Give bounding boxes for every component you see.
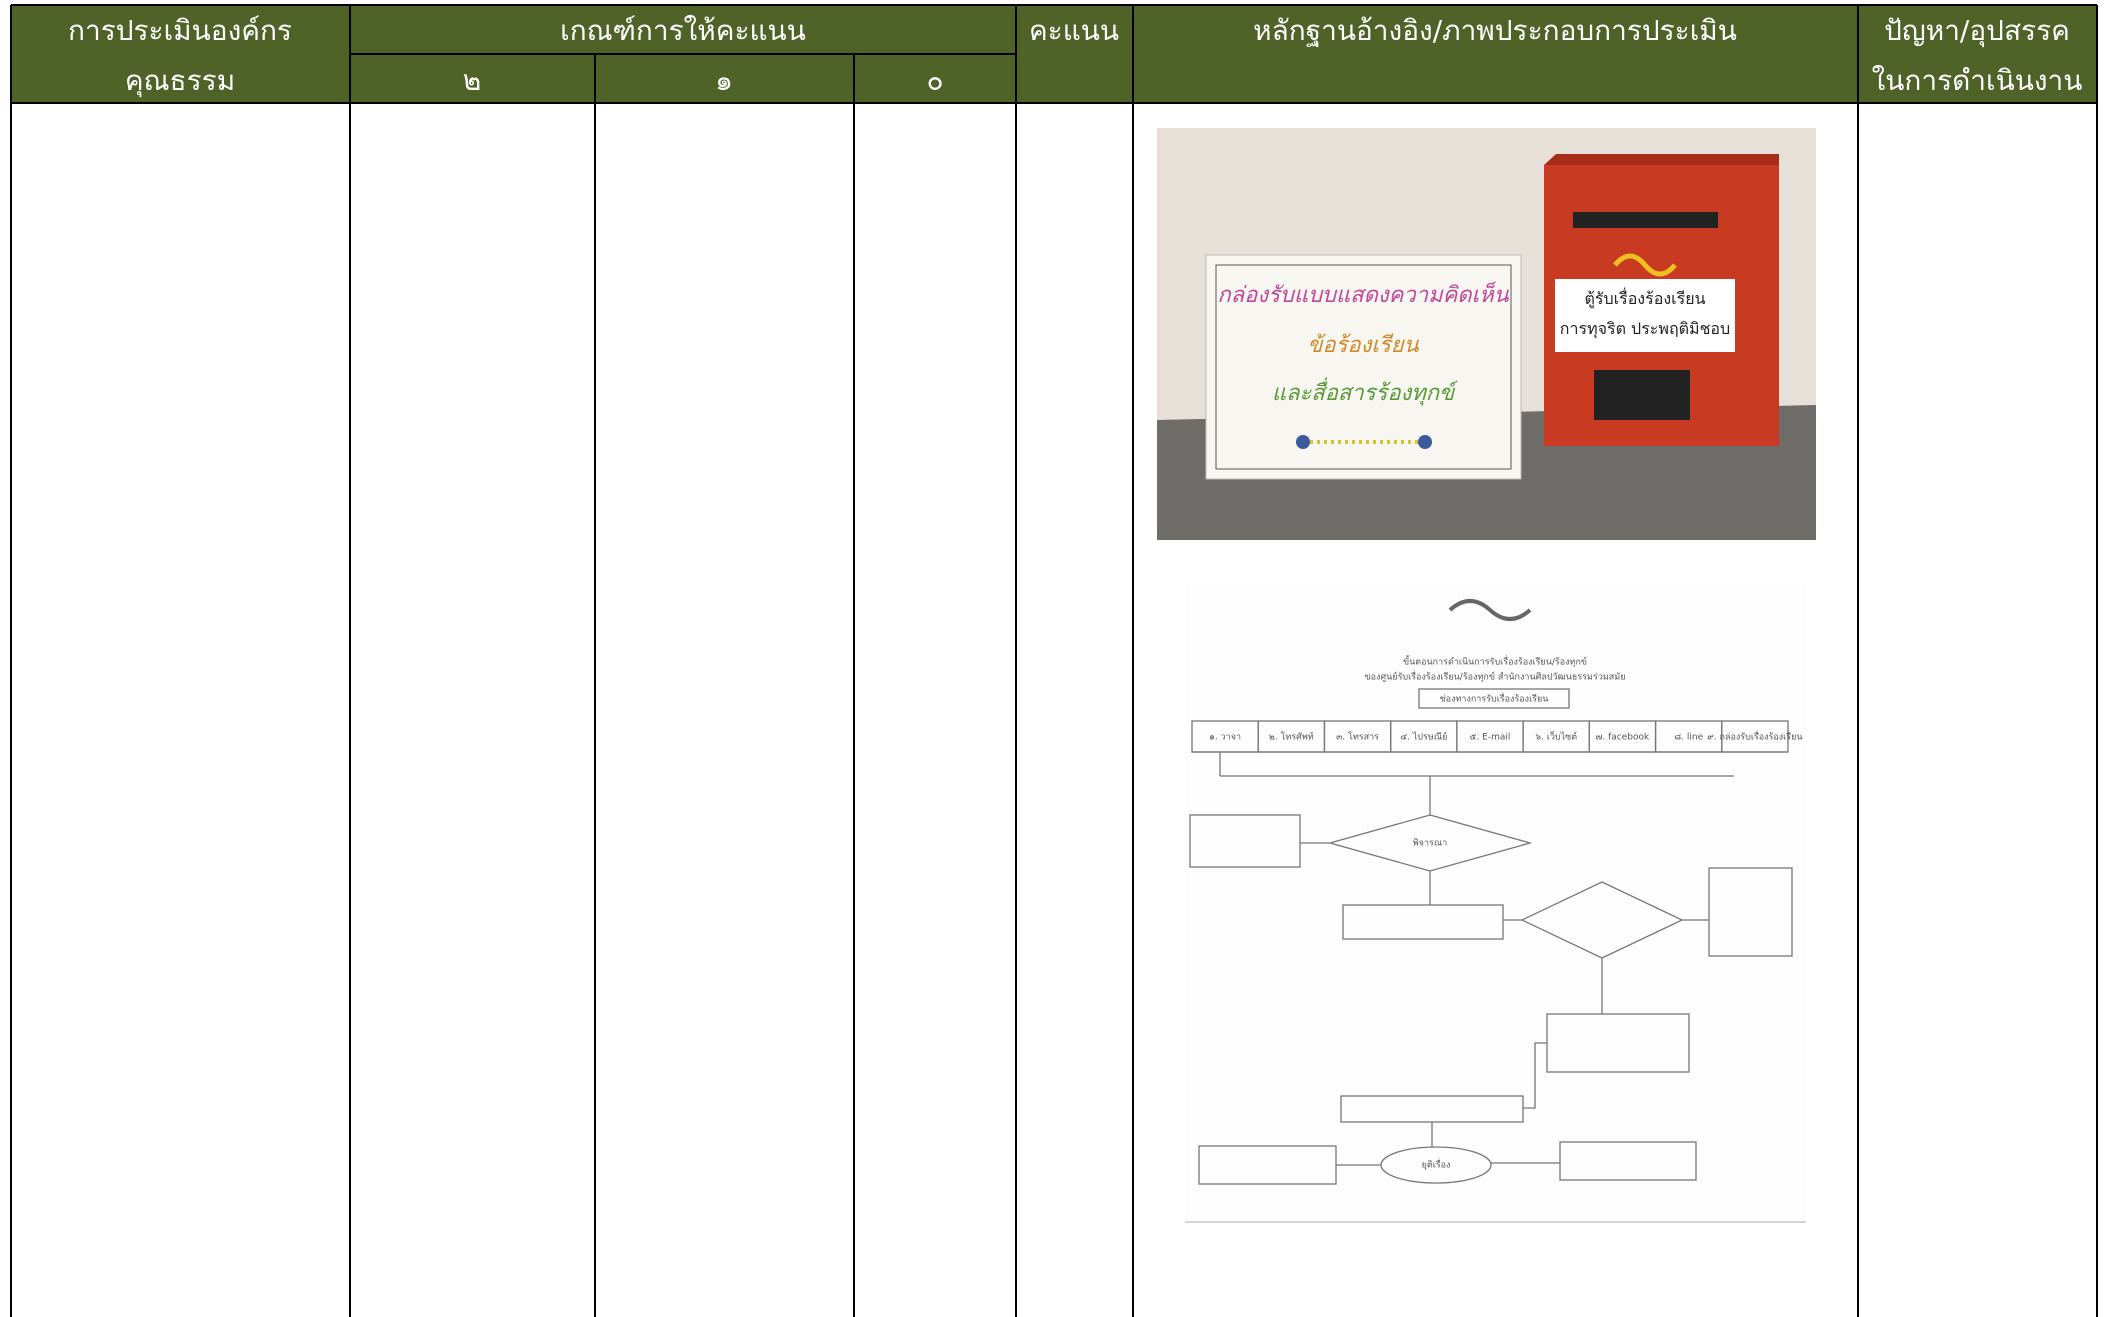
sign-text: ข้อร้องเรียน [1307,333,1419,358]
box-frame [1215,264,1512,470]
window [1594,370,1690,420]
header-cell: ในการดำเนินงาน [1872,64,2083,97]
slot [1573,212,1718,228]
sign-text: ตู้รับเรื่องร้องเรียน [1584,287,1705,309]
header-cell: ๒ [463,64,481,97]
flow-channel: ๙. กล่องรับเรื่องร้องเรียน [1707,730,1802,743]
grid [10,4,2098,1317]
header-cell: หลักฐานอ้างอิง/ภาพประกอบการประเมิน [1253,14,1737,47]
flow-box [1708,867,1793,957]
flow-text: พิจารณา [1413,838,1448,849]
flow-channel: ๓. โทรสาร [1336,732,1379,743]
sign-text: และสื่อสารร้องทุกข์ [1272,377,1459,406]
header-cell: คะแนน [1029,14,1119,47]
decor [1418,435,1432,449]
flow-text: ช่องทางการรับเรื่องร้องเรียน [1440,692,1549,705]
flow-box [1721,720,1789,753]
sign-text: การทุจริต ประพฤติมิชอบ [1560,319,1730,339]
flow-box [1559,1141,1697,1181]
sign-text: กล่องรับแบบแสดงความคิดเห็น [1217,281,1509,308]
header-cell: ๑ [715,64,733,97]
flow-channel: ๔. ไปรษณีย์ [1400,731,1447,743]
photo: กล่องรับแบบแสดงความคิดเห็น ข้อร้องเรียน … [1157,128,1816,540]
header-cell: คุณธรรม [125,64,235,98]
comment-box [1205,254,1522,480]
flow-title: ของศูนย์รับเรื่องร้องเรียน/ร้องทุกข์ สำน… [1364,670,1625,683]
mailbox-sign [1555,279,1735,352]
flow-channel: ๘. line [1674,733,1703,743]
flow-line [1523,1042,1547,1109]
logo [1613,253,1677,277]
header-cell: เกณฑ์การให้คะแนน [560,14,806,47]
flow-text: ยุติเรื่อง [1422,1158,1451,1171]
flow-channel: ๕. E-mail [1470,733,1511,743]
flow-channel: ๑. วาจา [1209,733,1241,743]
mailbox-roof [1544,154,1779,165]
flow-box [1189,814,1301,868]
header-cell: ปัญหา/อุปสรรค [1884,14,2070,48]
flowchart: ขั้นตอนการดำเนินการรับเรื่องร้องเรียน/ร้… [1185,584,1806,1224]
logo [1448,599,1532,621]
flow-title: ขั้นตอนการดำเนินการรับเรื่องร้องเรียน/ร้… [1403,655,1587,668]
header-cell: การประเมินองค์กร [68,14,292,47]
decor [1296,435,1310,449]
flow-channel: ๗. facebook [1596,733,1650,743]
header-cell: ๐ [926,64,943,97]
flow-box [1418,688,1570,709]
flow-channel: ๖. เว็บไซต์ [1535,730,1577,743]
flow-channel: ๒. โทรศัพท์ [1269,731,1314,743]
flow-box [1342,904,1504,940]
flowchart-page [1185,584,1806,1224]
